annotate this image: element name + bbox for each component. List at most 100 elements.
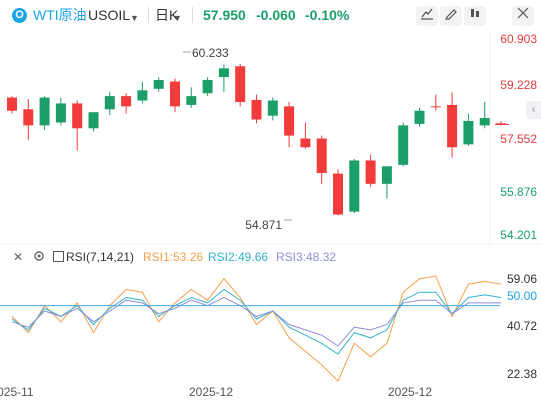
candle-up (88, 112, 99, 132)
time-tick: 2025-11 (0, 385, 34, 399)
candle-body (316, 138, 327, 174)
candle-body (186, 96, 197, 105)
symbol-code[interactable]: USOIL (88, 7, 131, 23)
low-annotation: 54.871 (245, 218, 292, 232)
candle-body (365, 160, 376, 184)
candle-body (381, 166, 392, 184)
candle-body (333, 173, 343, 215)
draw-tool-icon[interactable] (440, 6, 462, 26)
candle-up (398, 122, 409, 167)
candle-up (479, 101, 490, 129)
price-tick: 57.552 (500, 132, 537, 146)
candle-body (447, 104, 458, 148)
rsi-lines (11, 275, 502, 382)
candle-body (72, 103, 83, 129)
candle-down (23, 99, 34, 140)
candle-body (218, 68, 229, 78)
rsi-tick: 59.06 (507, 272, 537, 286)
rsi-legend: ✕ RSI(7,14,21) RSI1:53.26 RSI2:49.66 RSI… (0, 247, 400, 267)
rsi3-line (11, 296, 501, 347)
candle-body (430, 106, 441, 108)
high-label: 60.233 (192, 46, 229, 60)
candles (7, 63, 509, 216)
candle-body (414, 110, 425, 124)
candle-down (447, 92, 458, 158)
candle-body (496, 123, 506, 125)
side-expand-button[interactable]: ‹ (526, 101, 541, 119)
candle-up (39, 96, 50, 130)
candle-down (121, 93, 132, 114)
candle-body (23, 109, 34, 126)
candle-body (153, 80, 164, 89)
rsi2-value: RSI2:49.66 (208, 250, 269, 264)
price-tick: 55.876 (500, 185, 537, 199)
price-tick: 59.228 (500, 78, 537, 92)
candle-body (39, 97, 50, 126)
indicator-tool-icon[interactable] (464, 6, 486, 26)
candle-body (88, 112, 99, 129)
chart-toolbar: O WTI原油 USOIL ▼ 日K ▼ 57.950 -0.060 -0.10… (0, 0, 541, 30)
candle-body (121, 96, 132, 107)
candle-up (104, 91, 115, 116)
candle-down (300, 122, 311, 149)
candle-body (463, 120, 474, 145)
price-tick: 60.903 (500, 32, 537, 46)
rsi2-line (11, 288, 502, 355)
gear-icon[interactable] (33, 250, 45, 265)
candle-body (7, 97, 17, 111)
candle-body (137, 90, 148, 101)
price-tick: 54.201 (500, 228, 537, 242)
rsi-tick: 40.72 (507, 319, 537, 333)
symbol-dropdown-icon[interactable]: ▼ (130, 13, 139, 23)
candle-down (430, 94, 441, 111)
candle-body (267, 100, 278, 116)
rsi1-value: RSI1:53.26 (143, 250, 204, 264)
candle-up (463, 113, 474, 146)
candlestick-chart[interactable]: 60.903 59.228 57.552 55.876 54.201 60.23… (0, 0, 541, 245)
divider (192, 7, 193, 23)
candle-up (414, 107, 425, 127)
line-tool-icon[interactable] (416, 6, 438, 26)
candle-up (218, 64, 229, 92)
rsi-indicator-label: RSI(7,14,21) (66, 250, 135, 264)
fullscreen-icon[interactable] (512, 6, 534, 26)
time-tick: 2025-12 (189, 385, 233, 399)
rsi-visibility-checkbox[interactable] (53, 251, 64, 262)
candle-body (300, 138, 311, 148)
candle-down (251, 94, 262, 124)
price-change: -0.060 (256, 7, 296, 23)
candle-body (479, 118, 490, 126)
time-axis: 2025-11 2025-12 2025-12 (0, 385, 432, 399)
last-price: 57.950 (203, 7, 246, 23)
candle-down (365, 154, 376, 187)
interval-dropdown-icon[interactable]: ▼ (173, 13, 182, 23)
candle-down (72, 100, 83, 151)
candle-down (235, 63, 246, 107)
price-change-percent: -0.10% (305, 7, 350, 23)
rsi3-value: RSI3:48.32 (276, 250, 337, 264)
close-icon[interactable]: ✕ (13, 250, 24, 264)
interval-selector[interactable]: 日K (155, 7, 179, 23)
candle-body (55, 103, 66, 123)
candle-up (137, 81, 148, 104)
candle-up (186, 87, 197, 108)
candle-up (381, 166, 392, 199)
rsi-tick: 50.00 (507, 289, 537, 303)
candle-down (284, 101, 295, 148)
wti-logo-icon: O (12, 8, 27, 23)
candle-up (55, 97, 66, 126)
candle-body (349, 160, 360, 212)
symbol-name[interactable]: WTI原油 (33, 7, 87, 23)
candle-body (251, 99, 262, 120)
price-axis: 60.903 59.228 57.552 55.876 54.201 (500, 32, 537, 242)
rsi-axis: 59.06 50.00 40.72 22.38 (507, 272, 537, 381)
time-tick: 2025-12 (388, 385, 432, 399)
candle-down (333, 169, 343, 216)
rsi1-line (11, 275, 502, 382)
candle-up (267, 97, 278, 121)
rsi-tick: 22.38 (507, 367, 537, 381)
candle-body (104, 96, 115, 110)
candle-body (170, 81, 180, 107)
candle-body (235, 66, 246, 102)
high-annotation: 60.233 (183, 46, 229, 60)
